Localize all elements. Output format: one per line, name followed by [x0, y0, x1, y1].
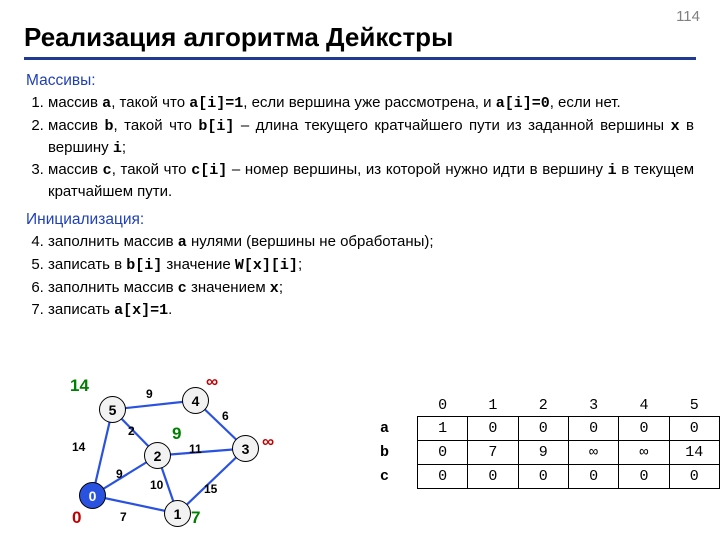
table-row: b079∞∞14 — [380, 441, 720, 465]
content-block: Массивы: массив a, такой что a[i]=1, есл… — [26, 68, 694, 326]
table-col-header: 0 — [417, 395, 467, 417]
graph-node-2: 2 — [144, 442, 171, 469]
table-cell: 0 — [669, 465, 719, 489]
edge-weight: 9 — [146, 387, 153, 401]
table-cell: 7 — [468, 441, 518, 465]
init-heading: Инициализация: — [26, 209, 694, 230]
table-row-label: b — [380, 441, 417, 465]
table-cell: 0 — [468, 417, 518, 441]
graph-diagram: 012345 1497101511269 014∞9∞7 — [54, 382, 294, 532]
table-col-header: 3 — [568, 395, 618, 417]
table-col-header: 1 — [468, 395, 518, 417]
table-cell: 0 — [568, 465, 618, 489]
table-cell: 0 — [518, 417, 568, 441]
arrays-list-item: массив b, такой что b[i] – длина текущег… — [48, 116, 694, 159]
table-cell: 0 — [417, 465, 467, 489]
table-row-label: c — [380, 465, 417, 489]
edge-weight: 11 — [189, 442, 202, 456]
node-annotation: 7 — [191, 508, 200, 528]
table-cell: 14 — [669, 441, 719, 465]
init-list: заполнить массив a нулями (вершины не об… — [48, 232, 694, 322]
graph-node-1: 1 — [164, 500, 191, 527]
graph-node-4: 4 — [182, 387, 209, 414]
graph-node-5: 5 — [99, 396, 126, 423]
init-list-item: записать a[x]=1. — [48, 300, 694, 322]
table-cell: 0 — [468, 465, 518, 489]
node-annotation: ∞ — [262, 432, 274, 452]
table-cell: 9 — [518, 441, 568, 465]
edge-weight: 7 — [120, 510, 127, 524]
state-table: 012345a100000b079∞∞14c000000 — [380, 395, 720, 489]
edge-weight: 9 — [116, 467, 123, 481]
edge-weight: 2 — [128, 424, 135, 438]
table-col-header: 5 — [669, 395, 719, 417]
init-list-item: записать в b[i] значение W[x][i]; — [48, 255, 694, 277]
graph-node-0: 0 — [79, 482, 106, 509]
edge-weight: 10 — [150, 478, 163, 492]
edge-weight: 15 — [204, 482, 217, 496]
table-cell: 0 — [619, 465, 669, 489]
table-cell: ∞ — [619, 441, 669, 465]
table-cell: 0 — [669, 417, 719, 441]
node-annotation: 0 — [72, 508, 81, 528]
table-row: a100000 — [380, 417, 720, 441]
table-row-label: a — [380, 417, 417, 441]
init-list-item: заполнить массив a нулями (вершины не об… — [48, 232, 694, 254]
arrays-list-item: массив c, такой что c[i] – номер вершины… — [48, 160, 694, 202]
table-cell: 0 — [568, 417, 618, 441]
arrays-list: массив a, такой что a[i]=1, если вершина… — [48, 93, 694, 202]
init-list-item: заполнить массив c значением x; — [48, 278, 694, 300]
graph-node-3: 3 — [232, 435, 259, 462]
edge-weight: 14 — [72, 440, 85, 454]
table-col-header: 4 — [619, 395, 669, 417]
table-cell: 0 — [417, 441, 467, 465]
table-cell: ∞ — [568, 441, 618, 465]
arrays-list-item: массив a, такой что a[i]=1, если вершина… — [48, 93, 694, 115]
edge-weight: 6 — [222, 409, 229, 423]
arrays-heading: Массивы: — [26, 70, 694, 91]
table-cell: 0 — [619, 417, 669, 441]
node-annotation: 9 — [172, 424, 181, 444]
table-col-header: 2 — [518, 395, 568, 417]
table-cell: 0 — [518, 465, 568, 489]
node-annotation: 14 — [70, 376, 89, 396]
table-cell: 1 — [417, 417, 467, 441]
table-row: c000000 — [380, 465, 720, 489]
node-annotation: ∞ — [206, 372, 218, 392]
page-title: Реализация алгоритма Дейкстры — [24, 22, 696, 60]
